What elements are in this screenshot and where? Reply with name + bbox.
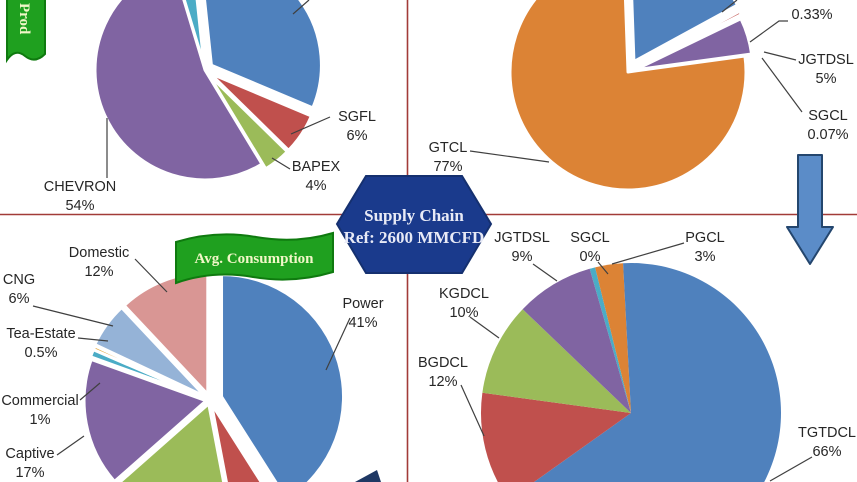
label-tgtdcl: TGTDCL 66% xyxy=(794,424,857,462)
pie-production-slice-unlabeled-0 xyxy=(203,0,323,110)
pie-transmission-slice-gtcl xyxy=(508,0,748,192)
label-kgdcl-t: KGDCL 0.33% xyxy=(776,0,848,25)
label-bgdcl: BGDCL 12% xyxy=(414,354,472,392)
label-bgdcl-pct: 12% xyxy=(428,374,458,390)
label-sgcl-t-pct: 0.07% xyxy=(807,127,849,143)
pie-production-slice-sgfl xyxy=(208,71,313,152)
label-cng-name: CNG xyxy=(2,272,36,288)
pie-distribution-slice-jgtdsl xyxy=(522,268,631,413)
pie-avg-consumption-slice-captive xyxy=(82,357,208,482)
pie-production-slice-unlabeled-4 xyxy=(182,0,206,67)
production-ribbon: Prod xyxy=(6,0,46,64)
label-kgdcl-b: KGDCL 10% xyxy=(434,285,494,323)
label-pgcl: PGCL 3% xyxy=(682,229,728,267)
label-commercial: Commercial 1% xyxy=(0,392,80,430)
production-ribbon-shape xyxy=(6,0,46,64)
label-gtcl-pct: 77% xyxy=(433,159,463,175)
pie-distribution-slice-kgdcl xyxy=(482,309,631,413)
label-chevron-pct: 54% xyxy=(65,198,95,214)
cut-arrow-tip-icon xyxy=(355,470,381,482)
label-jgtdsl-b: JGTDSL 9% xyxy=(492,229,552,267)
label-pgcl-pct: 3% xyxy=(694,249,716,265)
consumption-ribbon-shape xyxy=(175,231,334,285)
pie-avg-consumption-slice-power xyxy=(220,273,345,482)
pie-charts xyxy=(82,0,781,482)
label-tea-estate-pct: 0.5% xyxy=(24,345,58,361)
label-jgtdsl-t-pct: 5% xyxy=(815,71,837,87)
label-pgcl-name: PGCL xyxy=(685,230,725,246)
label-tea-estate-name: Tea-Estate xyxy=(6,326,76,342)
label-gtcl: GTCL 77% xyxy=(420,139,476,177)
pie-production-slice-chevron xyxy=(93,0,264,182)
label-bapex-pct: 4% xyxy=(305,178,327,194)
label-kgdcl-t-pct: 0.33% xyxy=(791,7,833,23)
label-sgcl-b-name: SGCL xyxy=(570,230,610,246)
label-bgdcl-name: BGDCL xyxy=(418,355,468,371)
hexagon-title: Supply Chain xyxy=(364,206,464,225)
leader-lines xyxy=(32,0,813,482)
pie-distribution xyxy=(481,263,781,482)
pie-transmission-slice-sgcl xyxy=(634,13,744,70)
label-power-name: Power xyxy=(342,296,384,312)
label-captive-pct: 17% xyxy=(15,465,45,481)
label-commercial-pct: 1% xyxy=(29,412,51,428)
pie-distribution-slice-bgdcl xyxy=(481,392,631,482)
label-jgtdsl-t-name: JGTDSL xyxy=(798,52,854,68)
label-tea-estate: Tea-Estate 0.5% xyxy=(0,325,82,363)
label-tgtdcl-name: TGTDCL xyxy=(798,425,856,441)
pie-production xyxy=(93,0,323,182)
label-sgfl: SGFL 6% xyxy=(328,108,386,146)
pie-avg-consumption-slice-unlabeled-1 xyxy=(209,402,263,482)
pie-distribution-slice-tgtdcl xyxy=(534,263,781,482)
label-sgcl-b: SGCL 0% xyxy=(568,229,612,267)
production-ribbon-label: Prod xyxy=(16,3,32,35)
label-domestic: Domestic 12% xyxy=(60,244,138,282)
label-power: Power 41% xyxy=(334,295,392,333)
label-power-pct: 41% xyxy=(348,315,378,331)
label-gtcl-name: GTCL xyxy=(428,140,468,156)
pie-distribution-slice-sgcl xyxy=(589,267,631,413)
hexagon-shape xyxy=(335,175,493,274)
label-captive-name: Captive xyxy=(5,446,55,462)
label-domestic-pct: 12% xyxy=(84,264,114,280)
label-jgtdsl-b-pct: 9% xyxy=(511,249,533,265)
label-domestic-name: Domestic xyxy=(68,245,130,261)
down-arrow-icon xyxy=(786,154,834,265)
label-jgtdsl-b-name: JGTDSL xyxy=(494,230,550,246)
label-kgdcl-b-name: KGDCL xyxy=(439,286,489,302)
consumption-ribbon-label: Avg. Consumption xyxy=(195,251,315,267)
label-sgfl-name: SGFL xyxy=(338,109,376,125)
label-bapex-name: BAPEX xyxy=(291,159,341,175)
label-kgdcl-b-pct: 10% xyxy=(449,305,479,321)
supply-chain-hexagon: Supply Chain Ref: 2600 MMCFD xyxy=(335,175,493,274)
pie-distribution-slice-pgcl xyxy=(595,263,631,413)
pie-transmission-slice-unlabeled-0 xyxy=(630,0,740,64)
label-captive: Captive 17% xyxy=(0,445,60,482)
label-sgcl-t-name: SGCL xyxy=(808,108,848,124)
hexagon-subtitle: Ref: 2600 MMCFD xyxy=(344,228,485,247)
label-sgcl-t: SGCL 0.07% xyxy=(796,107,857,145)
pie-avg-consumption xyxy=(82,270,345,482)
label-cng: CNG 6% xyxy=(0,271,38,309)
label-bapex: BAPEX 4% xyxy=(286,158,346,196)
label-commercial-name: Commercial xyxy=(1,393,79,409)
label-chevron: CHEVRON 54% xyxy=(36,178,124,216)
pie-avg-consumption-slice-unlabeled-2 xyxy=(117,402,226,482)
pie-transmission-slice-jgtdsl xyxy=(633,17,754,72)
consumption-ribbon: Avg. Consumption xyxy=(175,231,334,285)
label-cng-pct: 6% xyxy=(8,291,30,307)
label-kgdcl-t-name: KGDCL xyxy=(776,0,848,6)
label-sgcl-b-pct: 0% xyxy=(579,249,601,265)
label-jgtdsl-t: JGTDSL 5% xyxy=(794,51,857,89)
label-sgfl-pct: 6% xyxy=(346,128,368,144)
pie-transmission xyxy=(508,0,754,192)
label-chevron-name: CHEVRON xyxy=(43,179,117,195)
label-tgtdcl-pct: 66% xyxy=(812,444,842,460)
